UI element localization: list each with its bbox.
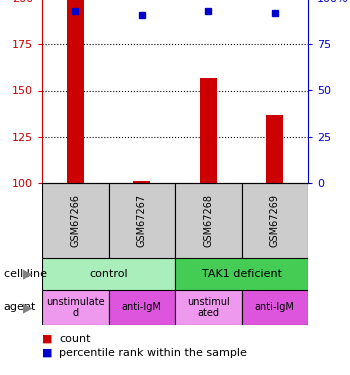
Bar <box>42 183 108 258</box>
Text: anti-IgM: anti-IgM <box>255 303 295 312</box>
Text: anti-IgM: anti-IgM <box>122 303 162 312</box>
Bar <box>133 181 150 183</box>
Text: unstimul
ated: unstimul ated <box>187 297 230 318</box>
Text: GSM67268: GSM67268 <box>203 194 213 247</box>
Text: GSM67267: GSM67267 <box>137 194 147 247</box>
Text: cell line: cell line <box>4 269 47 279</box>
Text: percentile rank within the sample: percentile rank within the sample <box>60 348 247 358</box>
Bar <box>241 290 308 325</box>
Text: ■: ■ <box>42 348 52 358</box>
Bar <box>175 183 242 258</box>
Bar <box>175 290 242 325</box>
Bar <box>42 290 108 325</box>
Bar <box>200 78 217 183</box>
Bar <box>108 290 175 325</box>
Text: GSM67266: GSM67266 <box>70 194 80 247</box>
Text: count: count <box>60 334 91 344</box>
Bar <box>67 0 84 183</box>
Bar <box>175 258 308 290</box>
Text: GSM67269: GSM67269 <box>270 194 280 247</box>
Bar <box>241 183 308 258</box>
Text: ▶: ▶ <box>23 267 33 280</box>
Text: TAK1 deficient: TAK1 deficient <box>202 269 281 279</box>
Text: agent: agent <box>4 303 36 312</box>
Text: ■: ■ <box>42 334 52 344</box>
Bar <box>42 258 175 290</box>
Text: unstimulate
d: unstimulate d <box>46 297 105 318</box>
Text: ▶: ▶ <box>23 301 33 314</box>
Bar <box>108 183 175 258</box>
Bar <box>266 114 283 183</box>
Text: control: control <box>89 269 128 279</box>
